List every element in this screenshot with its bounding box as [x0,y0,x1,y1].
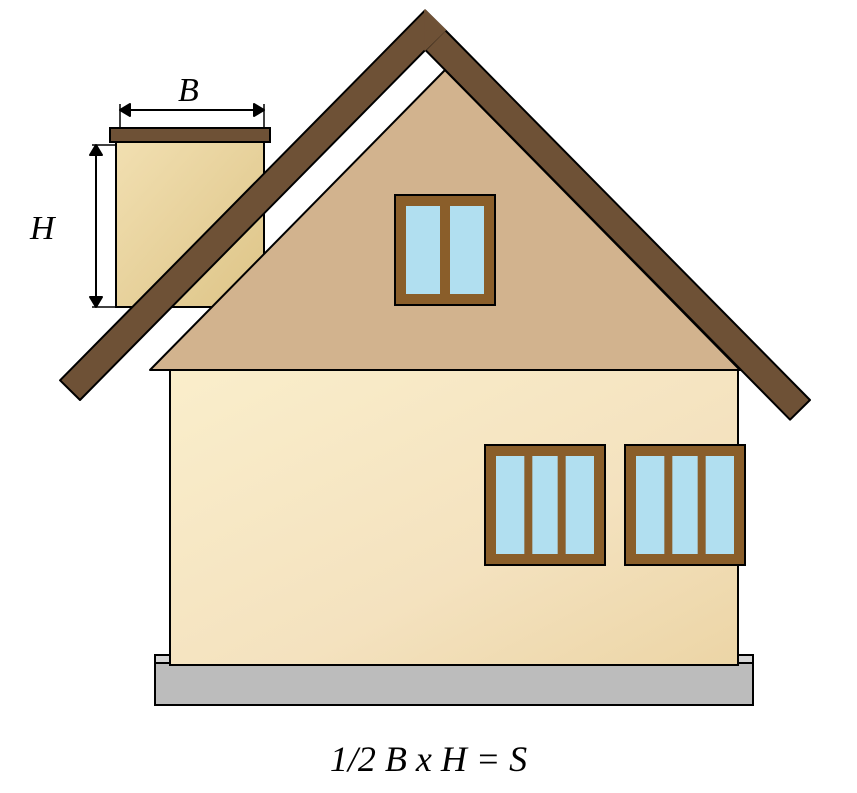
house-diagram: B H 1/2 B x H = S [0,0,857,793]
dimension-label-height: H [30,210,55,248]
formula-text: 1/2 B x H = S [0,738,857,780]
dimension-label-width: B [178,72,199,110]
house-svg [0,0,857,793]
